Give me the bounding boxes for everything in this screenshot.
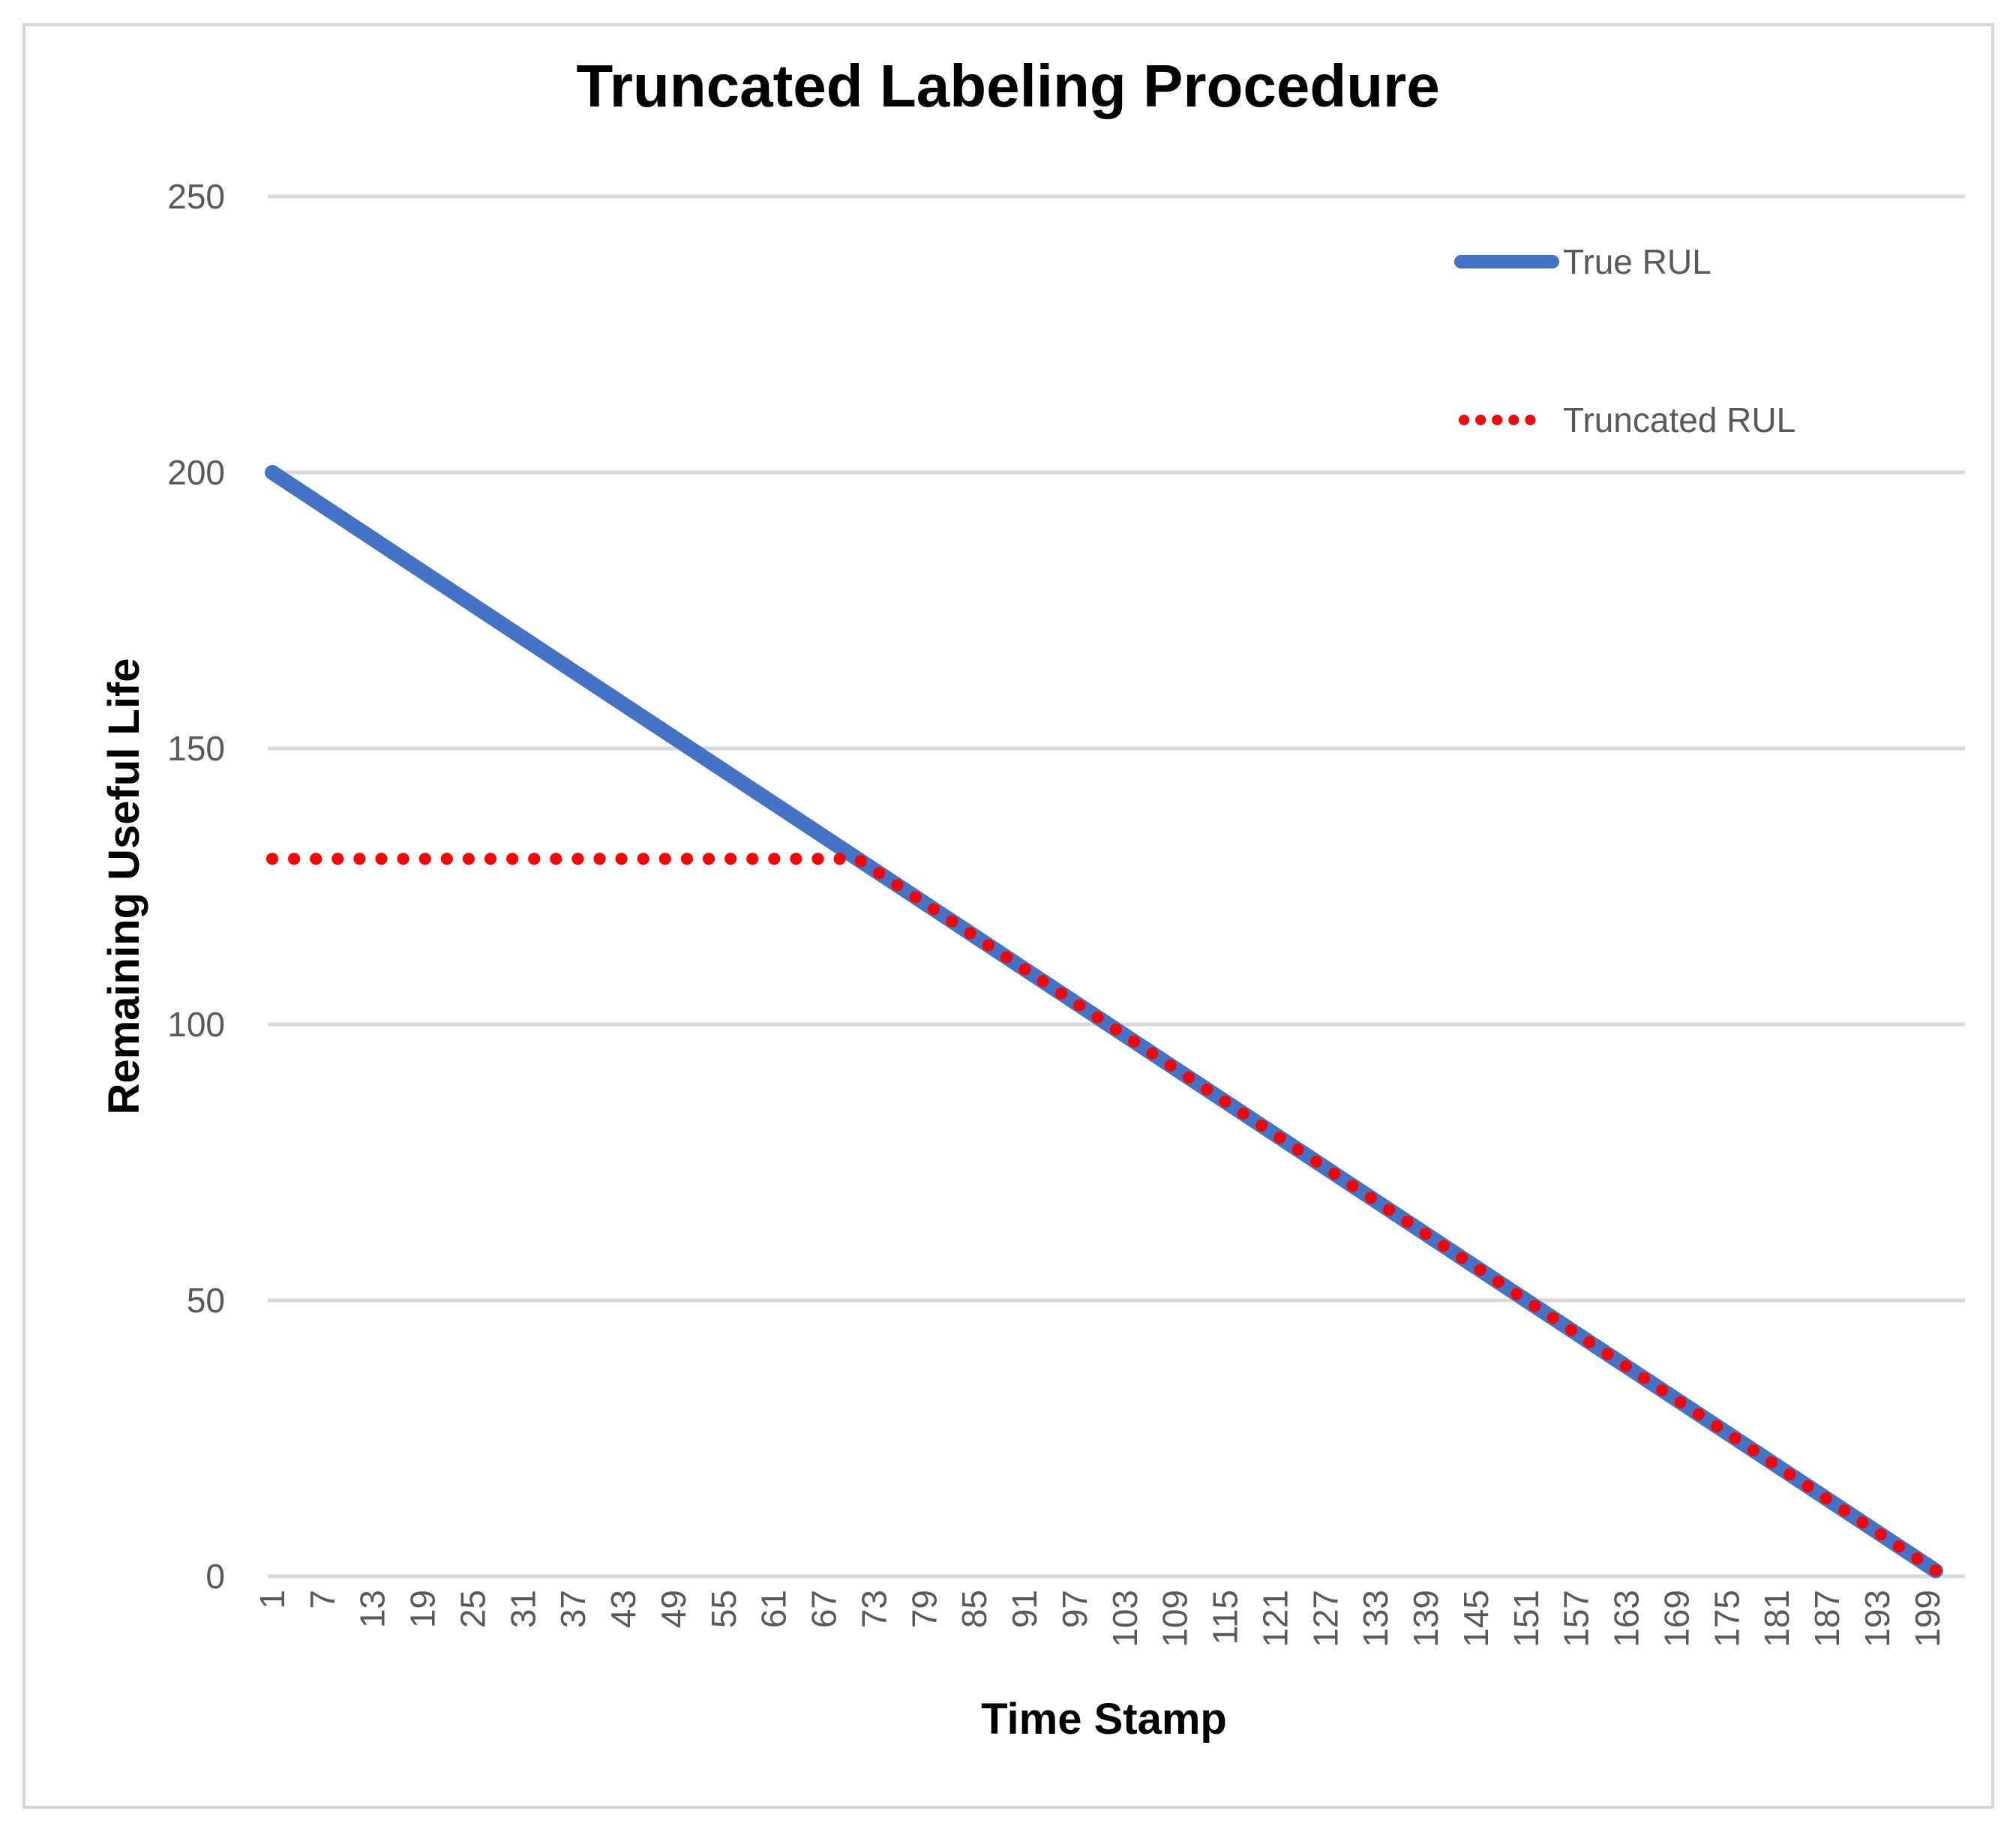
x-tick-label: 79	[904, 1590, 944, 1628]
chart-title: Truncated Labeling Procedure	[576, 52, 1439, 119]
x-tick-label: 49	[654, 1590, 693, 1628]
x-tick-label: 13	[353, 1590, 392, 1628]
legend-truncated-rul-label: Truncated RUL	[1563, 400, 1796, 439]
x-tick-label: 103	[1106, 1590, 1144, 1648]
x-tick-label: 67	[805, 1590, 844, 1628]
x-tick-label: 133	[1356, 1590, 1395, 1648]
x-axis-title: Time Stamp	[981, 1695, 1227, 1744]
x-tick-label: 199	[1908, 1590, 1947, 1648]
x-tick-label: 7	[303, 1590, 342, 1609]
x-tick-label: 25	[453, 1590, 492, 1628]
x-tick-label: 187	[1808, 1590, 1846, 1648]
x-tick-label: 85	[955, 1590, 994, 1628]
x-tick-label: 127	[1306, 1590, 1345, 1648]
series-line-true-rul	[265, 465, 1943, 1579]
x-tick-label: 175	[1707, 1590, 1746, 1648]
x-tick-label: 19	[404, 1590, 442, 1628]
x-tick-label: 121	[1256, 1590, 1294, 1648]
x-tick-label: 115	[1206, 1590, 1245, 1645]
x-tick-label: 193	[1858, 1590, 1897, 1648]
y-tick-label: 100	[167, 1005, 225, 1044]
x-tick-label: 97	[1055, 1590, 1094, 1628]
y-tick-label: 150	[167, 729, 225, 768]
legend: True RUL Truncated RUL	[1454, 242, 1796, 439]
y-tick-label: 200	[167, 453, 225, 492]
x-tick-label: 157	[1557, 1590, 1596, 1648]
y-tick-label: 0	[206, 1557, 225, 1596]
y-axis-tick-labels: 0 50 100 150 200 250	[167, 177, 225, 1596]
x-tick-label: 31	[503, 1590, 542, 1628]
x-tick-label: 43	[604, 1590, 643, 1628]
series-line-truncated-rul	[266, 853, 1942, 1577]
legend-true-rul-label: True RUL	[1563, 242, 1712, 281]
chart-border	[22, 23, 1994, 1809]
y-tick-label: 50	[187, 1281, 225, 1320]
x-tick-label: 151	[1507, 1590, 1546, 1648]
x-tick-label: 91	[1005, 1590, 1044, 1628]
x-tick-label: 37	[554, 1590, 592, 1628]
x-tick-label: 163	[1607, 1590, 1646, 1648]
plot-series	[265, 465, 1943, 1579]
x-tick-label: 139	[1406, 1590, 1445, 1648]
x-tick-label: 55	[704, 1590, 743, 1628]
x-axis-tick-labels: 1 7 13 19 25 31 37 43 49 55 61 67 73 79 85 91 97 103 109 11…	[253, 1590, 1947, 1648]
y-tick-label: 250	[167, 177, 225, 216]
x-tick-label: 145	[1456, 1590, 1496, 1648]
x-tick-label: 73	[854, 1590, 893, 1628]
x-tick-label: 169	[1657, 1590, 1696, 1648]
x-tick-label: 61	[754, 1590, 794, 1628]
x-tick-label: 1	[253, 1590, 292, 1609]
x-tick-label: 109	[1156, 1590, 1195, 1648]
y-axis-title: Remaining Useful Life	[100, 658, 148, 1114]
x-tick-label: 181	[1757, 1590, 1796, 1648]
